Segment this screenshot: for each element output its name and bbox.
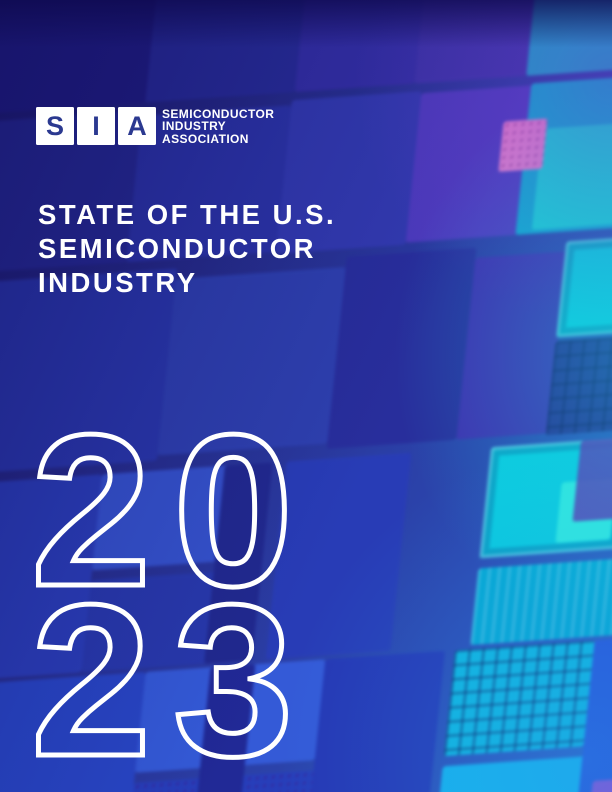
year-digits-23: 23 — [28, 557, 316, 792]
